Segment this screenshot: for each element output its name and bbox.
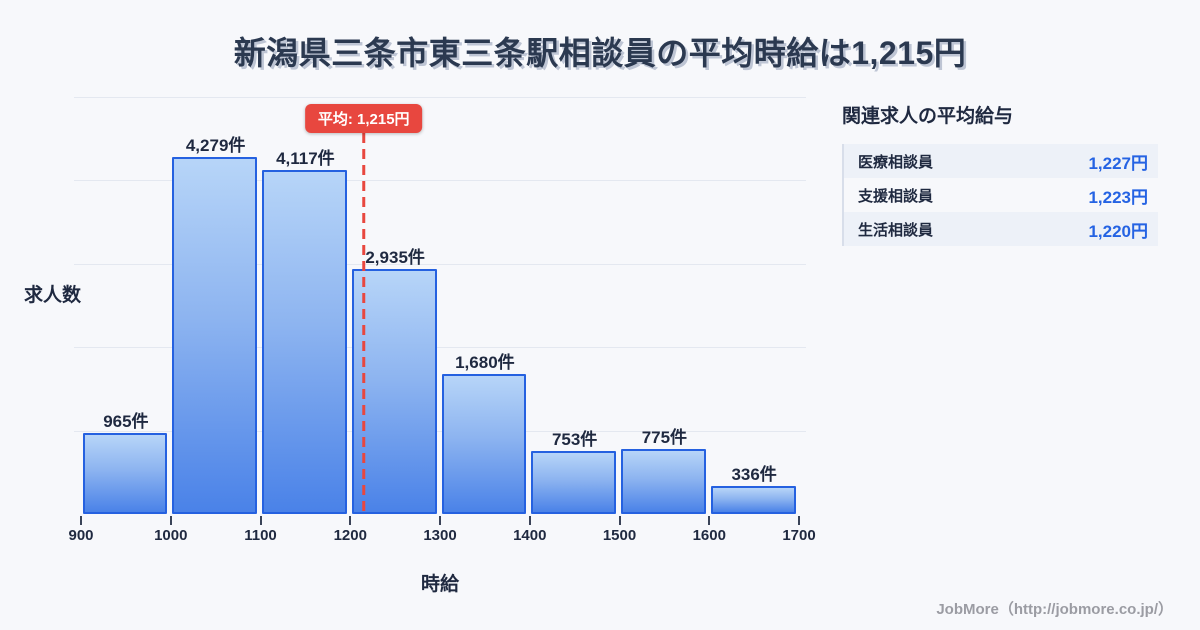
bar-value-label: 2,935件 [365, 247, 425, 267]
bar-value-label: 4,279件 [185, 135, 246, 155]
salary-row: 医療相談員 1,227円 [844, 144, 1158, 178]
histogram-bar [710, 485, 796, 514]
bar-value-label: 1,680件 [455, 352, 515, 372]
bar-value-label: 965件 [103, 412, 149, 432]
x-axis-tick-label: 1000 [154, 527, 188, 544]
related-jobs-heading: 関連求人の平均給与 [842, 106, 1014, 127]
salary-row-label: 生活相談員 [858, 221, 934, 239]
x-axis-tick-label: 1700 [782, 527, 816, 544]
x-axis-tick-label: 900 [68, 527, 94, 544]
salary-row: 支援相談員 1,223円 [844, 178, 1158, 212]
gridline [74, 430, 806, 432]
bar-value-label: 336件 [731, 464, 777, 484]
x-axis-tick-label: 1400 [513, 527, 547, 544]
gridline [74, 180, 806, 181]
x-axis-tick [259, 516, 262, 525]
histogram-bar [262, 170, 347, 514]
average-badge: 平均: 1,215円 [304, 104, 423, 133]
histogram-bar [531, 451, 616, 514]
histogram-bar [441, 373, 527, 514]
x-axis-tick [528, 516, 531, 525]
footer-credit: JobMore（http://jobmore.co.jp/） [936, 601, 1173, 618]
x-axis-tick [798, 516, 800, 525]
histogram-bar [621, 449, 706, 514]
x-axis-tick [618, 516, 621, 525]
x-axis-tick [169, 516, 172, 525]
x-axis-tick [708, 516, 711, 525]
gridline [74, 96, 806, 98]
histogram-bar [172, 156, 257, 514]
salary-row: 生活相談員 1,220円 [844, 212, 1158, 246]
x-axis-tick [349, 516, 352, 525]
bar-value-label: 775件 [641, 428, 688, 448]
y-axis-label: 求人数 [24, 285, 82, 306]
salary-row-label: 医療相談員 [858, 153, 934, 171]
x-axis-tick-label: 1600 [692, 527, 726, 544]
average-line [361, 133, 366, 513]
x-axis-tick-label: 1300 [423, 527, 457, 544]
salary-row-value: 1,223円 [1088, 187, 1148, 207]
salary-row-label: 支援相談員 [858, 187, 934, 205]
x-axis-tick [439, 516, 441, 525]
x-axis-label: 時給 [420, 574, 460, 595]
salary-row-value: 1,227円 [1088, 153, 1148, 173]
x-axis-tick-label: 1500 [602, 527, 637, 544]
x-axis-tick-label: 1200 [333, 527, 367, 544]
gridline [74, 263, 806, 265]
x-axis-tick [80, 516, 82, 525]
histogram-bar [351, 268, 437, 514]
histogram-bar [82, 433, 168, 514]
related-jobs-list: 医療相談員 1,227円支援相談員 1,223円生活相談員 1,220円 [842, 144, 1158, 246]
gridline [74, 347, 806, 348]
salary-row-value: 1,220円 [1088, 221, 1148, 241]
bar-value-label: 4,117件 [276, 149, 335, 169]
page-title: 新潟県三条市東三条駅相談員の平均時給は1,215円 [233, 35, 967, 71]
bar-value-label: 753件 [551, 430, 598, 450]
x-axis-tick-label: 1100 [244, 527, 277, 544]
